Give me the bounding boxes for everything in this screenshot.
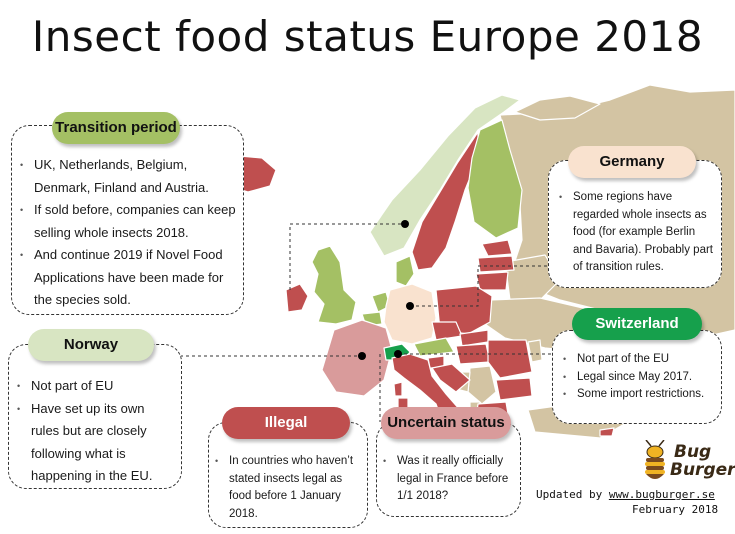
map-estonia: [481, 239, 513, 257]
map-austria: [413, 337, 455, 357]
norway-bullet-2: Have set up its own rules but are closel…: [17, 398, 175, 488]
map-lithuania: [475, 271, 509, 291]
marker-germany-dot: [406, 302, 414, 310]
map-romania: [487, 339, 533, 379]
norway-label: Norway: [28, 329, 154, 361]
map-norway: [369, 94, 521, 257]
switzerland-box: Not part of the EU Legal since May 2017.…: [552, 330, 722, 424]
map-moldova: [527, 339, 543, 363]
map-kola: [514, 95, 601, 121]
uncertain-status-label: Uncertain status: [381, 407, 511, 439]
transition-period-label: Transition period: [52, 112, 180, 144]
marker-france-dot: [358, 352, 366, 360]
bugburger-link[interactable]: www.bugburger.se: [608, 488, 715, 501]
connector-germany: [410, 265, 552, 307]
uncertain-bullet-1: Was it really officially legal in France…: [383, 453, 515, 506]
switzerland-bullet-2: Legal since May 2017.: [563, 369, 713, 387]
map-cyprus: [599, 427, 615, 437]
marker-switzerland-dot: [394, 350, 402, 358]
bugburger-logo: Bug Burger: [640, 440, 735, 486]
map-finland: [467, 119, 523, 239]
map-france: [321, 319, 393, 397]
switzerland-label: Switzerland: [572, 308, 702, 340]
connector-transition: [289, 223, 405, 290]
page-title: Insect food status Europe 2018: [31, 12, 704, 61]
map-denmark: [395, 255, 415, 287]
map-uk: [311, 245, 357, 325]
germany-bullet-1: Some regions have regarded whole insects…: [559, 189, 715, 277]
illegal-box: In countries who haven’t stated insects …: [208, 422, 368, 528]
switzerland-bullet-3: Some import restrictions.: [563, 386, 713, 404]
germany-box: Some regions have regarded whole insects…: [548, 160, 722, 288]
map-croatia: [431, 363, 471, 393]
germany-label: Germany: [568, 146, 696, 178]
norway-box: Not part of EU Have set up its own rules…: [8, 344, 182, 489]
transition-bullet-2: If sold before, companies can keep selli…: [20, 199, 238, 244]
map-serbia: [467, 365, 497, 405]
transition-bullet-1: UK, Netherlands, Belgium, Denmark, Finla…: [20, 154, 238, 199]
bug-icon: [645, 440, 665, 479]
transition-bullet-3: And continue 2019 if Novel Food Applicat…: [20, 244, 238, 312]
logo-text-bug: Bug: [674, 442, 712, 462]
switzerland-bullet-1: Not part of the EU: [563, 351, 713, 369]
updated-prefix: Updated by: [536, 488, 603, 501]
map-germany: [383, 283, 437, 345]
illegal-label: Illegal: [222, 407, 350, 439]
map-czech: [431, 321, 463, 341]
updated-line: Updated by www.bugburger.se: [536, 488, 715, 501]
transition-period-box: UK, Netherlands, Belgium, Denmark, Finla…: [11, 125, 244, 315]
logo-text-burger: Burger: [670, 460, 735, 480]
map-ireland: [285, 283, 309, 313]
marker-norway-dot: [401, 220, 409, 228]
updated-date: February 2018: [632, 503, 719, 516]
illegal-bullet-1: In countries who haven’t stated insects …: [215, 453, 361, 523]
map-latvia: [477, 255, 515, 273]
map-bulgaria: [495, 377, 533, 401]
norway-bullet-1: Not part of EU: [17, 375, 175, 398]
map-corsica: [393, 381, 403, 397]
